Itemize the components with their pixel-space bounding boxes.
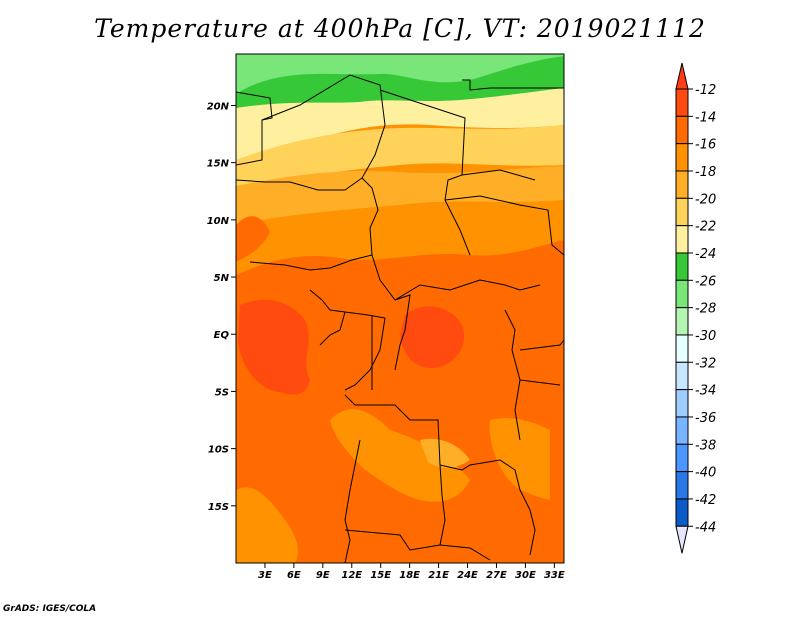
lat-tick-label: 20N: [207, 101, 230, 112]
colorbar-swatch: [675, 252, 689, 281]
longitude-axis: 3E 6E 9E 12E 15E 18E 21E 24E 27E 30E 33E: [258, 563, 565, 581]
chart-title: Temperature at 400hPa [C], VT: 201902111…: [94, 14, 706, 43]
lon-tick-label: 15E: [370, 570, 391, 581]
lon-tick-label: 18E: [399, 570, 420, 581]
colorbar-swatch: [675, 143, 689, 172]
colorbar-level-label: -44: [695, 520, 716, 535]
colorbar-level-label: -32: [695, 356, 716, 371]
colorbar-level-label: -18: [695, 165, 716, 180]
lat-tick-label: 10S: [208, 445, 229, 456]
lon-tick-label: 21E: [428, 570, 449, 581]
colorbar-top-arrow: [675, 62, 689, 90]
lon-tick-label: 9E: [316, 570, 330, 581]
lon-tick-label: 27E: [486, 570, 507, 581]
colorbar-swatch: [675, 361, 689, 391]
lat-tick-label: EQ: [214, 330, 230, 341]
colorbar-swatch: [675, 279, 689, 309]
colorbar-level-label: -26: [695, 274, 716, 289]
lat-tick-label: 5N: [214, 273, 230, 284]
colorbar-level-label: -22: [695, 220, 716, 235]
lon-tick-label: 33E: [544, 570, 565, 581]
colorbar-level-label: -34: [695, 384, 716, 399]
colorbar-level-label: -40: [695, 466, 716, 481]
lon-tick-label: 3E: [258, 570, 272, 581]
colorbar-swatch: [675, 170, 689, 199]
country-borders: [236, 74, 564, 563]
lon-tick-label: 6E: [287, 570, 301, 581]
lon-tick-label: 12E: [341, 570, 362, 581]
colorbar-swatch: [675, 416, 689, 445]
temperature-field: [236, 54, 564, 563]
colorbar-level-label: -24: [695, 247, 716, 262]
grads-credit: GrADS: IGES/COLA: [3, 604, 97, 614]
colorbar-swatch: [675, 225, 689, 254]
colorbar-level-label: -38: [695, 438, 716, 453]
colorbar-swatch: [675, 307, 689, 336]
lat-tick-label: 10N: [207, 216, 230, 227]
colorbar-level-label: -12: [695, 83, 716, 98]
colorbar-level-label: -20: [695, 192, 716, 207]
colorbar-swatch: [675, 443, 689, 473]
lat-tick-label: 15S: [208, 502, 229, 513]
colorbar-level-label: -42: [695, 493, 716, 508]
colorbar: -12 -14 -16 -18 -20 -22 -24 -26 -28 -30 -32 -34 -36 -…: [675, 62, 716, 554]
colorbar-bottom-arrow: [675, 525, 689, 554]
colorbar-level-label: -36: [695, 411, 716, 426]
colorbar-swatch: [675, 498, 689, 527]
colorbar-level-label: -16: [695, 138, 716, 153]
colorbar-level-label: -14: [695, 110, 716, 125]
colorbar-swatch: [675, 471, 689, 500]
colorbar-level-label: -28: [695, 302, 716, 317]
map-frame: [235, 53, 565, 564]
lon-tick-label: 30E: [515, 570, 536, 581]
lon-tick-label: 24E: [457, 570, 478, 581]
latitude-axis: 20N 15N 10N 5N EQ 5S 10S 15S: [207, 101, 236, 513]
colorbar-swatch: [675, 115, 689, 145]
colorbar-swatch: [675, 88, 689, 117]
lat-tick-label: 15N: [207, 159, 230, 170]
colorbar-swatch: [675, 197, 689, 227]
colorbar-swatch: [675, 334, 689, 363]
colorbar-level-label: -30: [695, 329, 716, 344]
lat-tick-label: 5S: [215, 387, 229, 398]
colorbar-swatch: [675, 389, 689, 418]
